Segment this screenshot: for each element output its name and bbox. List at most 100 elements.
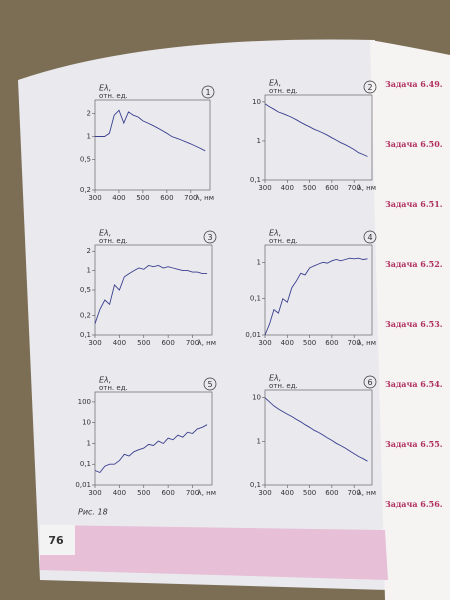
x-tick-label: 600 <box>161 489 174 497</box>
y-tick-label: 1 <box>87 267 91 275</box>
x-tick-label: 600 <box>160 194 173 202</box>
y-tick-label: 0,1 <box>250 176 261 184</box>
side-text: Задача 6.52. <box>385 259 443 269</box>
x-tick-label: 400 <box>112 194 125 202</box>
y-tick-label: 10 <box>82 419 91 427</box>
x-axis-label: λ, нм <box>198 339 216 347</box>
x-axis-label: λ, нм <box>358 339 376 347</box>
panel-label: 1 <box>205 88 210 97</box>
y-tick-label: 10 <box>252 98 261 106</box>
x-tick-label: 500 <box>137 489 150 497</box>
y-tick-label: 1 <box>87 439 91 447</box>
plot-frame <box>264 244 373 336</box>
y-tick-label: 1 <box>257 437 261 445</box>
x-tick-label: 700 <box>347 489 360 497</box>
x-tick-label: 300 <box>88 339 101 347</box>
side-text: Задача 6.50. <box>385 139 443 149</box>
pink-band <box>40 525 388 580</box>
spectrum-line <box>264 257 368 336</box>
plot-frame <box>94 391 213 486</box>
x-axis-label: λ, нм <box>198 489 216 497</box>
x-tick-label: 700 <box>186 339 199 347</box>
y-tick-label: 0,2 <box>80 186 91 194</box>
y-axis-unit: отн. ед. <box>269 87 298 95</box>
x-axis-label: λ, нм <box>358 184 376 192</box>
x-tick-label: 700 <box>184 194 197 202</box>
x-axis-label: λ, нм <box>358 489 376 497</box>
panel-circle <box>201 85 215 99</box>
y-axis-unit: отн. ед. <box>269 382 298 390</box>
left-page <box>18 39 388 590</box>
panel-label: 2 <box>367 83 372 92</box>
plot-frame <box>264 389 373 486</box>
x-tick-label: 700 <box>347 339 360 347</box>
y-tick-label: 0,2 <box>80 312 91 320</box>
spectrum-line <box>264 397 368 462</box>
y-tick-label: 10 <box>252 394 261 402</box>
y-tick-label: 1 <box>87 133 91 141</box>
y-tick-label: 0,1 <box>80 331 91 339</box>
y-tick-label: 0,01 <box>75 481 91 489</box>
y-axis-label: Eλ, <box>99 229 111 238</box>
panel-circle <box>203 377 217 391</box>
x-tick-label: 600 <box>325 184 338 192</box>
y-tick-label: 0,1 <box>80 460 91 468</box>
x-tick-label: 500 <box>137 339 150 347</box>
spectrum-line <box>264 103 368 157</box>
panel-circle <box>203 230 217 244</box>
y-axis-unit: отн. ед. <box>99 384 128 392</box>
y-tick-label: 0,01 <box>245 331 261 339</box>
x-tick-label: 600 <box>325 489 338 497</box>
x-tick-label: 500 <box>303 339 316 347</box>
right-page <box>370 40 450 600</box>
y-tick-label: 0,1 <box>250 295 261 303</box>
y-axis-unit: отн. ед. <box>269 237 298 245</box>
x-tick-label: 400 <box>281 184 294 192</box>
y-tick-label: 100 <box>78 398 91 406</box>
side-text: Задача 6.51. <box>385 199 443 209</box>
panel-label: 3 <box>207 233 212 242</box>
y-axis-label: Eλ, <box>269 229 281 238</box>
x-tick-label: 500 <box>136 194 149 202</box>
y-axis-unit: отн. ед. <box>99 237 128 245</box>
y-tick-label: 1 <box>257 258 261 266</box>
page-number-box <box>40 525 75 555</box>
x-tick-label: 700 <box>186 489 199 497</box>
panel-circle <box>363 375 377 389</box>
y-axis-label: Eλ, <box>99 376 111 385</box>
y-tick-label: 1 <box>257 137 261 145</box>
x-tick-label: 300 <box>258 489 271 497</box>
y-tick-label: 0,5 <box>80 286 91 294</box>
panel-label: 6 <box>367 378 372 387</box>
x-tick-label: 500 <box>303 489 316 497</box>
y-axis-label: Eλ, <box>269 374 281 383</box>
side-text: Задача 6.49. <box>385 79 443 89</box>
y-tick-label: 0,5 <box>80 156 91 164</box>
y-tick-label: 2 <box>87 247 91 255</box>
x-tick-label: 400 <box>113 339 126 347</box>
side-text: Задача 6.54. <box>385 379 443 389</box>
y-tick-label: 0,1 <box>250 481 261 489</box>
plot-frame <box>264 94 373 181</box>
plot-frame <box>94 99 211 191</box>
spectrum-line <box>95 109 206 152</box>
x-tick-label: 300 <box>258 339 271 347</box>
figure-caption: Рис. 18 <box>78 508 108 517</box>
x-tick-label: 400 <box>281 489 294 497</box>
y-axis-label: Eλ, <box>269 79 281 88</box>
side-text: Задача 6.56. <box>385 499 443 509</box>
panel-label: 4 <box>367 233 372 242</box>
x-tick-label: 600 <box>161 339 174 347</box>
x-tick-label: 400 <box>281 339 294 347</box>
x-tick-label: 500 <box>303 184 316 192</box>
panel-circle <box>363 230 377 244</box>
y-axis-label: Eλ, <box>99 84 111 93</box>
x-tick-label: 300 <box>88 489 101 497</box>
side-text: Задача 6.53. <box>385 319 443 329</box>
side-text: Задача 6.55. <box>385 439 443 449</box>
x-tick-label: 700 <box>347 184 360 192</box>
panel-label: 5 <box>207 380 212 389</box>
spectrum-line <box>94 424 208 474</box>
x-axis-label: λ, нм <box>196 194 214 202</box>
